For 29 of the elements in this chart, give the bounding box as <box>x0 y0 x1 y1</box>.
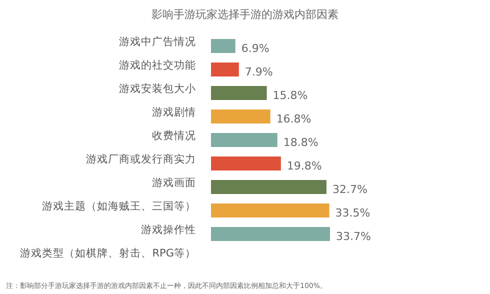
data-label: 33.7% <box>336 230 371 243</box>
data-label: 19.8% <box>286 160 322 172</box>
y-tick-label: 游戏的社交功能 <box>119 58 196 72</box>
y-tick-label: 游戏厂商或发行商实力 <box>86 152 196 166</box>
bar <box>211 204 330 218</box>
data-label: 15.8% <box>272 89 308 102</box>
data-label: 32.7% <box>332 183 368 196</box>
bar <box>211 86 267 100</box>
data-label: 7.9% <box>244 66 273 78</box>
chart-title: 影响手游玩家选择手游的游戏内部因素 <box>152 8 338 21</box>
y-tick-label: 游戏画面 <box>152 176 196 189</box>
bar <box>211 180 326 194</box>
data-label: 18.8% <box>283 136 318 149</box>
y-tick-label: 游戏中广告情况 <box>119 35 196 48</box>
data-label: 33.5% <box>335 206 370 220</box>
bar <box>211 39 236 53</box>
bar <box>211 227 330 241</box>
y-tick-label: 游戏安装包大小 <box>119 82 196 95</box>
bar <box>211 156 281 170</box>
bar <box>211 133 278 147</box>
data-label: 6.9% <box>241 42 270 55</box>
bar <box>211 110 270 124</box>
y-tick-label: 游戏主题（如海贼王、三国等） <box>42 200 196 212</box>
data-label: 16.8% <box>276 112 312 126</box>
y-tick-label: 游戏操作性 <box>141 223 196 236</box>
y-tick-label: 游戏剧情 <box>152 106 196 118</box>
y-tick-label: 收费情况 <box>152 129 196 142</box>
y-tick-label: 游戏类型（如棋牌、射击、RPG等） <box>20 246 196 260</box>
bar <box>211 62 239 76</box>
